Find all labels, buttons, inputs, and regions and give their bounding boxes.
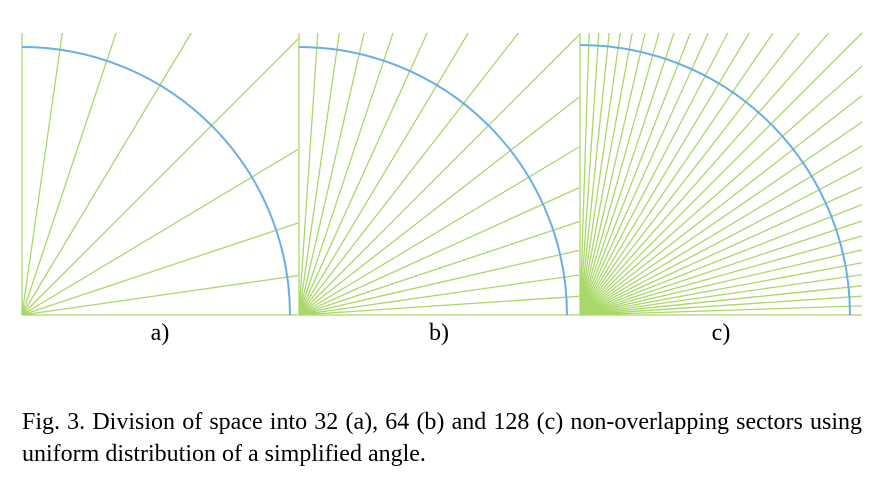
sector-ray xyxy=(579,32,660,316)
sector-ray xyxy=(298,274,580,316)
sector-ray xyxy=(298,146,580,316)
sector-ray xyxy=(298,249,580,316)
sector-ray xyxy=(21,274,299,316)
sector-ray xyxy=(579,235,863,316)
sector-ray xyxy=(21,148,299,316)
sector-ray xyxy=(298,96,580,316)
sector-ray xyxy=(579,262,863,316)
sector-ray xyxy=(579,32,709,316)
panel-label-a: a) xyxy=(150,320,170,346)
sector-ray xyxy=(579,32,830,316)
sector-ray xyxy=(579,32,729,316)
sector-ray xyxy=(579,220,863,316)
sector-ray xyxy=(579,204,863,316)
sector-ray xyxy=(579,295,863,316)
sector-ray xyxy=(579,32,863,316)
sector-ray xyxy=(579,32,774,316)
figure-caption: Fig. 3. Division of space into 32 (a), 6… xyxy=(22,409,862,467)
sector-ray xyxy=(579,32,646,316)
sector-ray xyxy=(21,38,299,316)
sector-ray xyxy=(298,34,580,316)
sector-ray xyxy=(579,274,863,316)
sector-ray xyxy=(298,32,428,316)
panel-a-32-sectors xyxy=(21,32,299,316)
sector-ray xyxy=(298,32,319,316)
sector-ray xyxy=(298,32,394,316)
sector-ray xyxy=(579,249,863,316)
sector-ray xyxy=(579,32,800,316)
sector-ray xyxy=(298,32,469,316)
sector-ray xyxy=(298,187,580,316)
panel-b-64-sectors xyxy=(298,32,580,316)
quarter-circle-arc xyxy=(579,44,851,316)
sector-ray xyxy=(579,32,675,316)
sector-ray xyxy=(21,32,117,316)
sector-ray xyxy=(298,32,519,316)
sector-ray xyxy=(579,32,750,316)
panel-label-b: b) xyxy=(429,320,449,346)
sector-ray xyxy=(579,32,610,316)
sector-ray xyxy=(298,32,340,316)
quarter-circle-arc xyxy=(21,46,291,316)
panel-c-128-sectors xyxy=(579,32,863,316)
sector-ray xyxy=(579,305,863,316)
sector-ray xyxy=(579,186,863,316)
sector-ray xyxy=(579,95,863,316)
sector-ray xyxy=(579,32,691,316)
sector-ray xyxy=(579,32,621,316)
panel-label-c: c) xyxy=(711,320,731,346)
sector-ray xyxy=(579,32,633,316)
sector-ray xyxy=(298,295,580,316)
sector-ray xyxy=(21,222,299,316)
sector-ray xyxy=(579,32,600,316)
sector-ray xyxy=(298,221,580,316)
sector-ray xyxy=(579,285,863,316)
quarter-circle-arc xyxy=(298,46,568,316)
sector-ray xyxy=(21,32,192,316)
sector-ray xyxy=(579,121,863,316)
sector-ray xyxy=(579,32,590,316)
sector-ray xyxy=(579,145,863,316)
sector-ray xyxy=(21,32,63,316)
sector-ray xyxy=(579,166,863,316)
sector-ray xyxy=(579,65,863,316)
sector-ray xyxy=(298,32,365,316)
